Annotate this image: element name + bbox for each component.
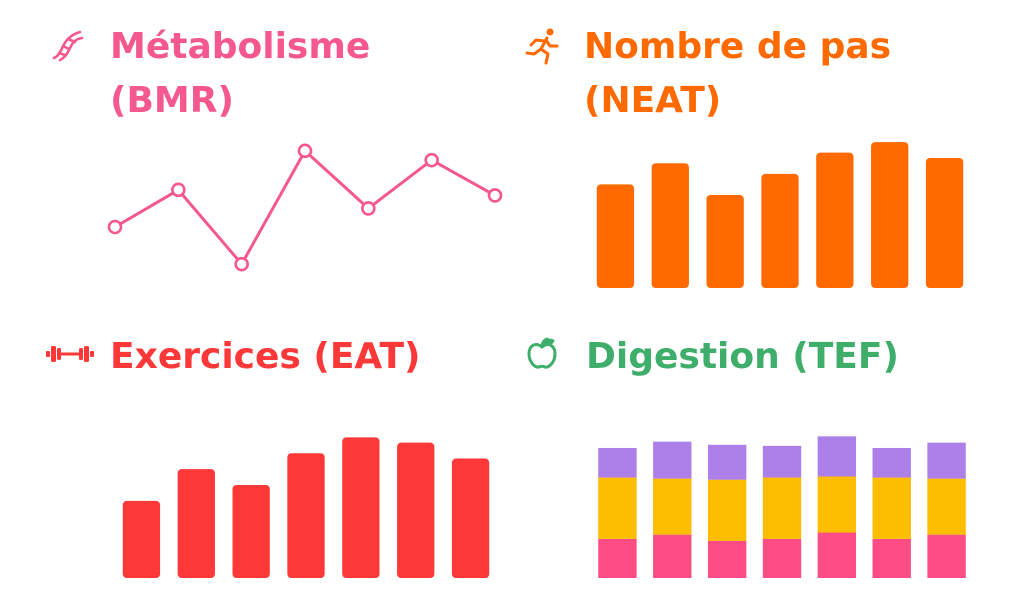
- neat-bar: [706, 194, 744, 288]
- bmr-data-point: [487, 188, 503, 203]
- tef-bar-segment-top: [762, 445, 802, 478]
- tef-bar-segment-middle: [872, 477, 911, 539]
- tef-bar-segment-middle: [653, 478, 692, 535]
- tef-bar-segment-middle: [762, 477, 802, 539]
- tef-bar-segment-bottom: [653, 534, 692, 578]
- tef-bar-segment-bottom: [927, 534, 966, 578]
- tef-bar-segment-bottom: [762, 538, 802, 578]
- dna-icon: [52, 30, 84, 62]
- neat-title: Nombre de pas (NEAT): [584, 20, 891, 128]
- tef-bar-segment-top: [872, 447, 911, 478]
- neat-bar-chart: [596, 142, 964, 288]
- tef-bar-segment-bottom: [707, 541, 747, 578]
- bmr-data-point: [424, 152, 439, 168]
- tef-bar-segment-top: [598, 447, 637, 478]
- eat-bar-chart: [122, 437, 490, 578]
- tef-bar-segment-bottom: [598, 538, 637, 578]
- running-figure-icon: [525, 28, 559, 65]
- eat-bar: [287, 453, 325, 578]
- eat-bar: [122, 500, 161, 578]
- neat-bar: [816, 152, 854, 288]
- bmr-series-line: [113, 149, 497, 266]
- tef-bar-segment-middle: [598, 477, 637, 539]
- bmr-title-line1: Métabolisme: [110, 26, 371, 67]
- bmr-data-point: [297, 143, 313, 159]
- dumbbell-icon: [46, 346, 94, 362]
- tef-bar-segment-top: [927, 442, 966, 479]
- apple-icon: [527, 337, 557, 369]
- bmr-data-point: [234, 256, 249, 272]
- bmr-title-line2: (BMR): [110, 80, 234, 121]
- bmr-data-point: [171, 182, 186, 198]
- tef-bar-segment-middle: [927, 478, 966, 535]
- neat-bar: [651, 163, 689, 288]
- eat-bar: [177, 469, 215, 578]
- neat-bar: [596, 184, 635, 288]
- bmr-data-point: [361, 201, 376, 216]
- neat-title-line1: Nombre de pas: [584, 26, 892, 67]
- tef-bar-segment-top: [817, 436, 857, 477]
- eat-bar: [451, 458, 490, 578]
- tef-bar-segment-middle: [707, 479, 747, 541]
- bmr-title: Métabolisme (BMR): [110, 20, 370, 128]
- tef-title-text: Digestion (TEF): [586, 336, 899, 377]
- eat-bar: [232, 484, 270, 578]
- tef-bar-segment-bottom: [872, 538, 911, 578]
- bmr-data-point: [107, 219, 123, 235]
- tef-stacked-bar-chart: [598, 436, 966, 578]
- neat-bar: [925, 157, 964, 288]
- tef-title: Digestion (TEF): [586, 330, 899, 384]
- neat-bar: [761, 173, 799, 288]
- tef-bar-segment-top: [707, 444, 747, 480]
- eat-title-text: Exercices (EAT): [110, 336, 421, 377]
- eat-bar: [397, 442, 435, 578]
- eat-bar: [342, 437, 380, 578]
- tef-bar-segment-bottom: [817, 532, 857, 578]
- tef-bar-segment-top: [653, 441, 692, 479]
- tef-bar-segment-middle: [817, 476, 857, 533]
- neat-title-line2: (NEAT): [584, 80, 722, 121]
- eat-title: Exercices (EAT): [110, 330, 421, 384]
- bmr-line-chart: [107, 143, 503, 272]
- neat-bar: [871, 142, 909, 288]
